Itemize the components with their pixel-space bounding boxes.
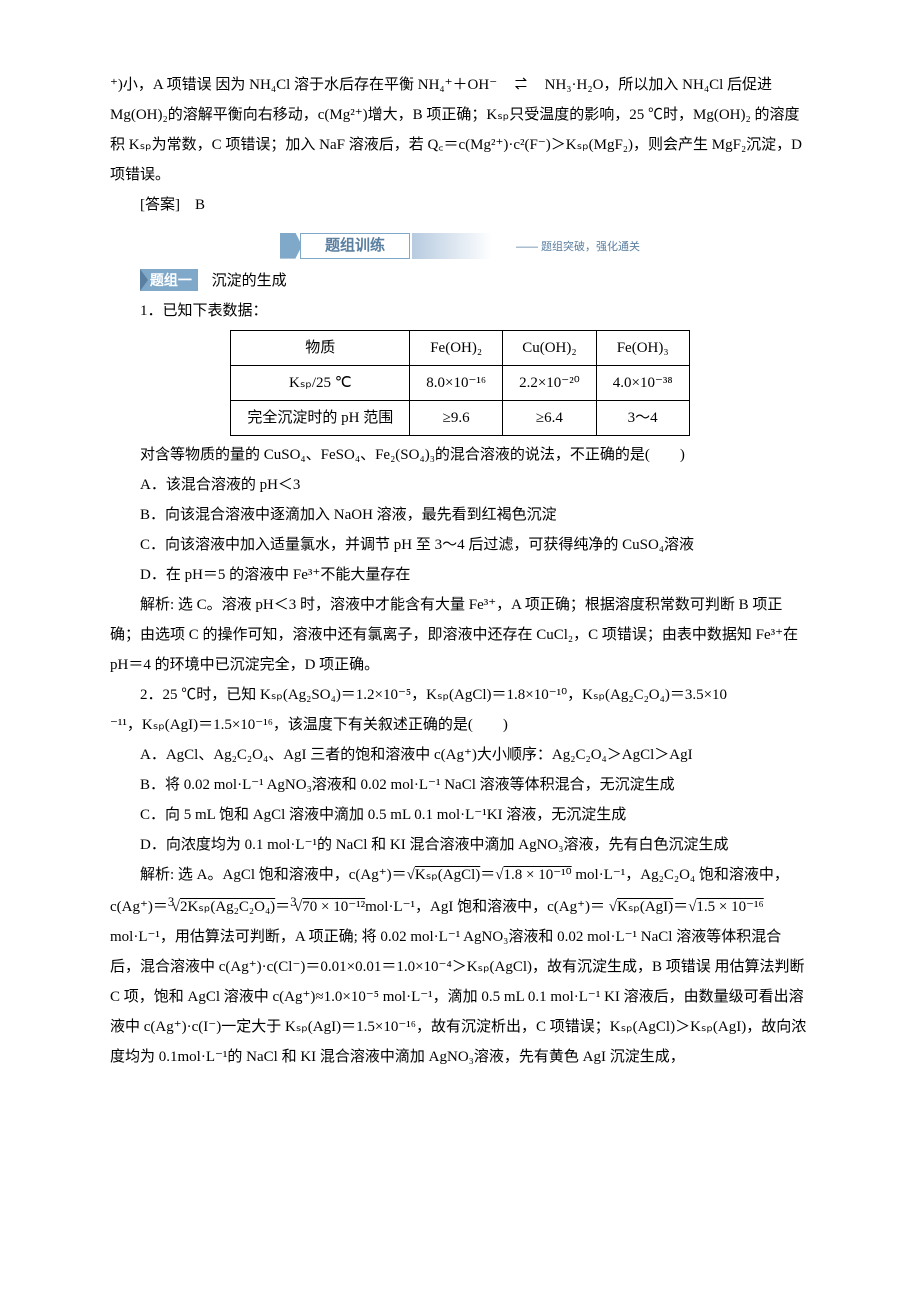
cbrt2: 70 × 10⁻¹²: [302, 899, 365, 915]
banner-right-label: —— 题组突破，强化通关: [516, 236, 640, 258]
cbrt-sym-2: 3: [290, 895, 296, 909]
q1-opt-d: D．在 pH＝5 的溶液中 Fe³⁺不能大量存在: [110, 560, 810, 590]
table-row-ksp-label: Kₛₚ/25 ℃: [231, 366, 410, 401]
banner: 题组训练 —— 题组突破，强化通关: [110, 230, 810, 260]
sqrt1: Kₛₚ(AgCl): [415, 867, 480, 883]
page-container: ⁺)小，A 项错误 因为 NH₄Cl 溶于水后存在平衡 NH₄⁺＋OH⁻ ⇀ ↽…: [0, 0, 920, 1302]
group-1-tag: 题组一: [140, 269, 198, 291]
q2-stem-l2: ⁻¹¹，Kₛₚ(AgI)＝1.5×10⁻¹⁶，该温度下有关叙述正确的是( ): [110, 710, 810, 740]
q1-table: 物质 Fe(OH)₂ Cu(OH)₂ Fe(OH)₃ Kₛₚ/25 ℃ 8.0×…: [230, 330, 689, 436]
eq2: ＝: [275, 899, 290, 915]
q2-opt-c: C．向 5 mL 饱和 AgCl 溶液中滴加 0.5 mL 0.1 mol·L⁻…: [110, 800, 810, 830]
q2-solution: 解析: 选 A。AgCl 饱和溶液中，c(Ag⁺)＝√Kₛₚ(AgCl)＝√1.…: [110, 860, 810, 1072]
eq-arrow: ⇀ ↽: [501, 70, 541, 100]
answer-label: [答案] B: [140, 197, 205, 213]
table-row-ph-1: ≥6.4: [503, 401, 597, 436]
unit2: mol·L⁻¹，AgI 饱和溶液中，c(Ag⁺)＝: [365, 899, 605, 915]
eq3: ＝: [673, 899, 688, 915]
table-header-1: Fe(OH)₂: [410, 331, 503, 366]
q1-opt-a: A．该混合溶液的 pH＜3: [110, 470, 810, 500]
cbrt-sym-1: 3: [168, 895, 174, 909]
q1-solution: 解析: 选 C。溶液 pH＜3 时，溶液中才能含有大量 Fe³⁺，A 项正确；根…: [110, 590, 810, 680]
q2-opt-b: B．将 0.02 mol·L⁻¹ AgNO₃溶液和 0.02 mol·L⁻¹ N…: [110, 770, 810, 800]
q2-opt-a: A．AgCl、Ag₂C₂O₄、AgI 三者的饱和溶液中 c(Ag⁺)大小顺序：A…: [110, 740, 810, 770]
table-row-ph-2: 3～4: [596, 401, 689, 436]
q2-opt-d: D．向浓度均为 0.1 mol·L⁻¹的 NaCl 和 KI 混合溶液中滴加 A…: [110, 830, 810, 860]
table-header-3: Fe(OH)₃: [596, 331, 689, 366]
sqrt3: Kₛₚ(AgI): [617, 899, 673, 915]
banner-main-label: 题组训练: [300, 233, 410, 259]
top-paragraph: ⁺)小，A 项错误 因为 NH₄Cl 溶于水后存在平衡 NH₄⁺＋OH⁻ ⇀ ↽…: [110, 70, 810, 190]
sqrt2: 1.8 × 10⁻¹⁰: [504, 867, 572, 883]
group-1-header: 题组一 沉淀的生成: [140, 266, 810, 296]
table-header-2: Cu(OH)₂: [503, 331, 597, 366]
top-para-text-1: ⁺)小，A 项错误 因为 NH₄Cl 溶于水后存在平衡 NH₄⁺＋OH⁻: [110, 77, 497, 93]
eq1: ＝: [480, 867, 495, 883]
answer-line: [答案] B: [110, 190, 810, 220]
table-header-0: 物质: [231, 331, 410, 366]
unit1: mol·L⁻¹，Ag₂C₂O₄: [572, 867, 696, 883]
q1-stem: 1．已知下表数据：: [110, 296, 810, 326]
q2-sol-head: 解析: 选 A。AgCl 饱和溶液中，c(Ag⁺)＝: [140, 867, 407, 883]
q1-opt-b: B．向该混合溶液中逐滴加入 NaOH 溶液，最先看到红褐色沉淀: [110, 500, 810, 530]
banner-arrow-icon: [280, 233, 302, 259]
cbrt1: 2Kₛₚ(Ag₂C₂O₄): [180, 899, 275, 915]
table-row-ksp-1: 2.2×10⁻²⁰: [503, 366, 597, 401]
group-1-title: 沉淀的生成: [212, 273, 287, 289]
table-row-ksp-2: 4.0×10⁻³⁸: [596, 366, 689, 401]
q1-opt-c: C．向该溶液中加入适量氯水，并调节 pH 至 3～4 后过滤，可获得纯净的 Cu…: [110, 530, 810, 560]
table-row-ph-label: 完全沉淀时的 pH 范围: [231, 401, 410, 436]
group-1-tag-text: 题组一: [150, 272, 192, 288]
q1-post: 对含等物质的量的 CuSO₄、FeSO₄、Fe₂(SO₄)₃的混合溶液的说法，不…: [110, 440, 810, 470]
table-row-ph-0: ≥9.6: [410, 401, 503, 436]
unit3: mol·L⁻¹，用估算法可判断，A 项正确; 将 0.02 mol·L⁻¹ Ag…: [110, 929, 806, 1065]
table-row-ksp-0: 8.0×10⁻¹⁶: [410, 366, 503, 401]
q2-stem-l1: 2．25 ℃时，已知 Kₛₚ(Ag₂SO₄)＝1.2×10⁻⁵，Kₛₚ(AgCl…: [110, 680, 810, 710]
banner-fade: [412, 233, 492, 259]
sqrt4: 1.5 × 10⁻¹⁶: [696, 899, 763, 915]
